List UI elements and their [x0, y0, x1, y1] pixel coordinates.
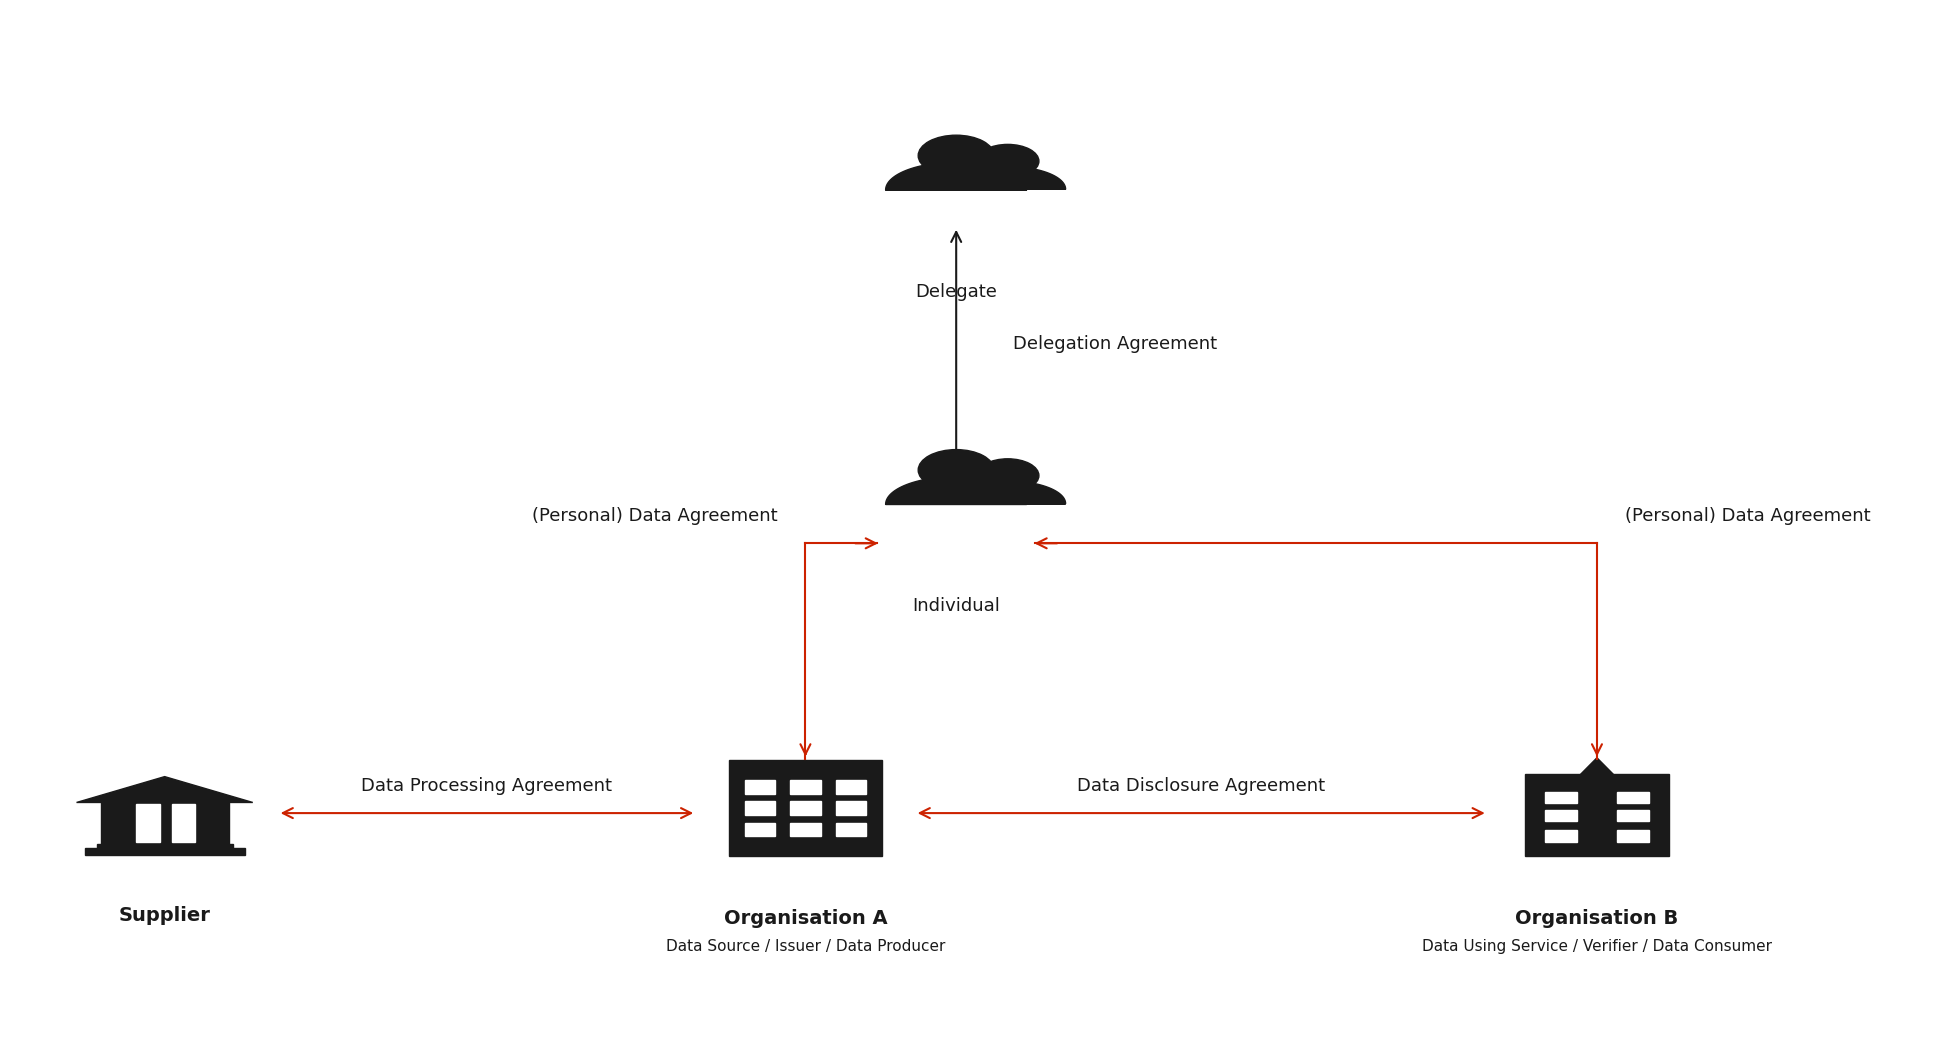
Polygon shape [950, 167, 1065, 190]
Text: Individual: Individual [911, 597, 1001, 615]
Polygon shape [886, 476, 1026, 504]
Text: (Personal) Data Agreement: (Personal) Data Agreement [531, 507, 778, 525]
Bar [1545, 830, 1576, 842]
Bar [789, 780, 820, 794]
Text: Supplier: Supplier [118, 907, 211, 925]
Bar [745, 780, 774, 794]
Bar [745, 801, 774, 815]
Bar [1545, 792, 1576, 803]
Text: (Personal) Data Agreement: (Personal) Data Agreement [1625, 507, 1869, 525]
Bar [173, 804, 196, 842]
Text: Data Processing Agreement: Data Processing Agreement [361, 777, 613, 795]
Bar [101, 802, 229, 844]
Bar [1567, 787, 1625, 812]
Bar [136, 804, 159, 842]
Text: Data Disclosure Agreement: Data Disclosure Agreement [1076, 777, 1324, 795]
Polygon shape [1567, 758, 1625, 787]
Text: Data Using Service / Verifier / Data Consumer: Data Using Service / Verifier / Data Con… [1421, 939, 1770, 953]
Polygon shape [950, 481, 1065, 503]
Bar [1545, 810, 1576, 821]
Polygon shape [76, 776, 252, 802]
Text: Delegation Agreement: Delegation Agreement [1012, 334, 1216, 352]
Bar [789, 822, 820, 836]
Bar [1524, 774, 1668, 857]
Bar [1617, 830, 1648, 842]
Bar [836, 780, 867, 794]
Bar [85, 848, 244, 854]
Circle shape [975, 458, 1039, 492]
Circle shape [975, 145, 1039, 178]
Circle shape [917, 135, 993, 176]
Bar [745, 822, 774, 836]
Bar [836, 801, 867, 815]
Bar [1617, 810, 1648, 821]
Bar [729, 760, 880, 857]
Circle shape [917, 449, 993, 491]
Text: Organisation B: Organisation B [1514, 910, 1677, 928]
Bar [97, 844, 233, 848]
Bar [1617, 792, 1648, 803]
Text: Organisation A: Organisation A [723, 910, 886, 928]
Text: Data Source / Issuer / Data Producer: Data Source / Issuer / Data Producer [665, 939, 944, 953]
Text: Delegate: Delegate [915, 282, 997, 301]
Bar [836, 822, 867, 836]
Polygon shape [886, 163, 1026, 190]
Bar [789, 801, 820, 815]
